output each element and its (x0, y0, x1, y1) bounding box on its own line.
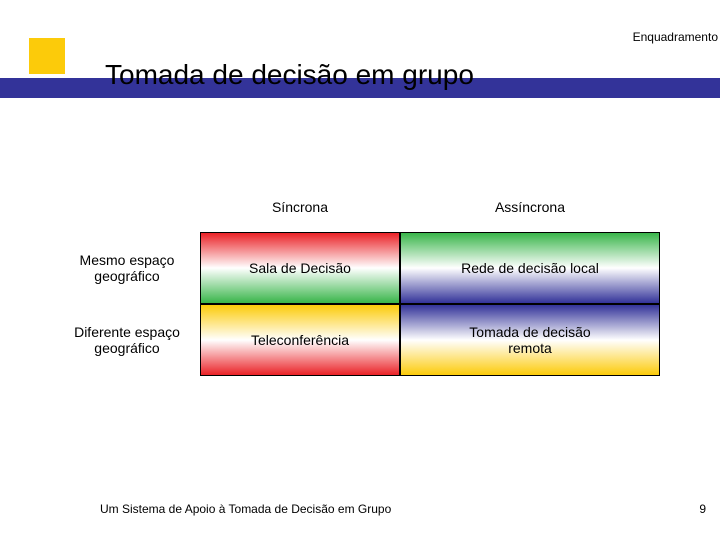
row-header-line: geográfico (94, 340, 159, 356)
matrix-header-row: Síncrona Assíncrona (60, 182, 680, 232)
footer-caption: Um Sistema de Apoio à Tomada de Decisão … (100, 502, 391, 516)
section-label: Enquadramento (633, 30, 718, 44)
cell-text: remota (508, 340, 552, 356)
page-number: 9 (699, 502, 706, 516)
matrix-row-same-space: Mesmo espaço geográfico Sala de Decisão … (60, 232, 680, 304)
cell-rede-local: Rede de decisão local (400, 232, 660, 304)
cell-teleconferencia: Teleconferência (200, 304, 400, 376)
row-header-line: Diferente espaço (74, 324, 180, 340)
cell-decisao-remota: Tomada de decisão remota (400, 304, 660, 376)
row-header-diff-space: Diferente espaço geográfico (60, 304, 200, 376)
matrix-corner-empty (60, 182, 200, 232)
cell-text: Rede de decisão local (461, 260, 599, 276)
cell-text: Tomada de decisão (469, 324, 590, 340)
title-block: Tomada de decisão em grupo (0, 56, 720, 106)
decision-matrix: Síncrona Assíncrona Mesmo espaço geográf… (60, 182, 680, 376)
col-header-assincrona: Assíncrona (400, 182, 660, 232)
cell-sala-decisao: Sala de Decisão (200, 232, 400, 304)
page-title: Tomada de decisão em grupo (105, 59, 474, 91)
row-header-line: Mesmo espaço (80, 252, 175, 268)
matrix-row-diff-space: Diferente espaço geográfico Teleconferên… (60, 304, 680, 376)
cell-text: Sala de Decisão (249, 260, 351, 276)
row-header-same-space: Mesmo espaço geográfico (60, 232, 200, 304)
cell-text: Teleconferência (251, 332, 349, 348)
title-accent-square (29, 38, 65, 74)
row-header-line: geográfico (94, 268, 159, 284)
col-header-sincrona: Síncrona (200, 182, 400, 232)
